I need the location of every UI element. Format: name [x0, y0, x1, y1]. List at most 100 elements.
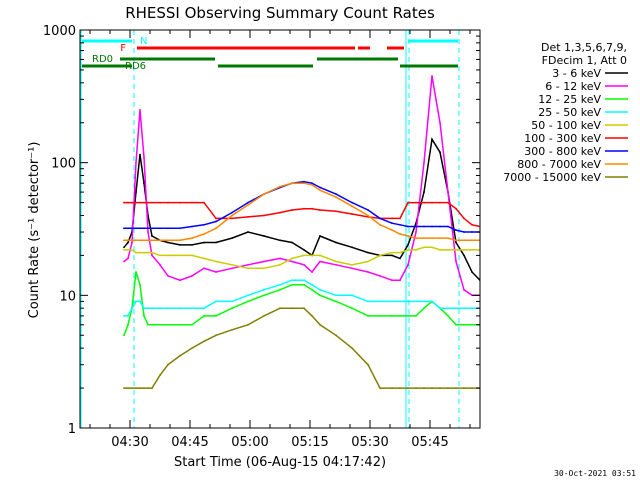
data-point [351, 263, 353, 266]
data-point [379, 387, 381, 389]
data-point [131, 227, 133, 230]
data-point [423, 237, 425, 240]
data-point [203, 307, 205, 310]
data-point [431, 201, 433, 204]
data-point [367, 315, 369, 317]
data-point [407, 249, 409, 251]
data-point [123, 246, 125, 249]
legend-header-line: Det 1,3,5,6,7,9, [541, 41, 627, 54]
data-point [203, 315, 205, 317]
data-point [279, 307, 281, 310]
data-point [351, 213, 353, 215]
data-point [263, 193, 265, 196]
data-point [247, 231, 249, 233]
data-point [151, 235, 153, 237]
data-point [191, 323, 193, 326]
data-point [311, 271, 313, 273]
data-point [151, 387, 153, 389]
data-point [203, 340, 205, 343]
data-point [423, 191, 425, 194]
data-point [231, 237, 233, 240]
data-point [123, 334, 125, 337]
data-point [139, 300, 141, 303]
data-point [143, 227, 145, 230]
data-point [247, 204, 249, 206]
data-point [319, 323, 321, 326]
data-point [463, 239, 465, 242]
data-point [303, 307, 305, 310]
data-point [231, 211, 233, 214]
data-point [143, 182, 145, 185]
data-point [463, 323, 465, 326]
data-point [311, 182, 313, 185]
data-point [291, 241, 293, 244]
data-point [263, 288, 265, 291]
legend-entry-label: 100 - 300 keV [524, 132, 601, 145]
data-point [455, 260, 457, 263]
data-point [159, 307, 161, 310]
data-point [455, 207, 457, 210]
data-point [399, 300, 401, 303]
data-point [263, 260, 265, 263]
data-point [335, 294, 337, 297]
data-point [131, 241, 133, 244]
data-point [367, 363, 369, 366]
y-axis-title: Count Rate (s⁻¹ detector⁻¹) [27, 142, 42, 319]
data-point [203, 267, 205, 270]
data-point [147, 231, 149, 233]
data-point [311, 283, 313, 286]
legend-header-line: FDecim 1, Att 0 [542, 54, 627, 67]
data-point [415, 315, 417, 317]
data-point [123, 239, 125, 242]
data-point [407, 387, 409, 389]
data-point [135, 300, 137, 303]
data-point [279, 257, 281, 260]
data-point [391, 315, 393, 317]
data-point [351, 205, 353, 208]
data-point [439, 237, 441, 240]
data-point [279, 211, 281, 214]
data-point [319, 254, 321, 257]
data-point [471, 223, 473, 226]
data-point [179, 307, 181, 310]
data-point [139, 153, 141, 156]
data-point [399, 233, 401, 235]
data-point [447, 201, 449, 204]
data-point [167, 227, 169, 230]
legend-entry-label: 25 - 50 keV [538, 106, 601, 119]
data-point [415, 300, 417, 303]
data-point [179, 254, 181, 257]
data-point [191, 244, 193, 246]
data-point [231, 263, 233, 266]
data-point [167, 363, 169, 366]
data-point [471, 307, 473, 310]
data-point [431, 237, 433, 240]
data-point [431, 75, 433, 77]
data-point [131, 387, 133, 389]
data-point [319, 209, 321, 211]
data-point [447, 387, 449, 389]
data-point [291, 260, 293, 263]
data-point [159, 239, 161, 242]
data-point [135, 227, 137, 230]
data-point [303, 207, 305, 210]
flag-label-2: RD0 [92, 54, 113, 65]
y-tick-label: 1 [68, 422, 76, 437]
data-point [367, 209, 369, 211]
data-point [415, 237, 417, 240]
data-point [423, 225, 425, 228]
data-point [407, 225, 409, 228]
data-point [203, 233, 205, 235]
data-point [159, 323, 161, 326]
data-point [247, 267, 249, 270]
data-point [139, 239, 141, 242]
data-point [143, 201, 145, 204]
data-point [291, 182, 293, 185]
data-point [447, 225, 449, 228]
legend-entry-label: 800 - 7000 keV [517, 158, 601, 171]
data-point [151, 251, 153, 254]
data-point [147, 227, 149, 230]
data-point [319, 288, 321, 291]
data-point [351, 246, 353, 249]
x-axis: 04:30 04:45 05:00 05:15 05:30 05:45 [89, 30, 471, 450]
